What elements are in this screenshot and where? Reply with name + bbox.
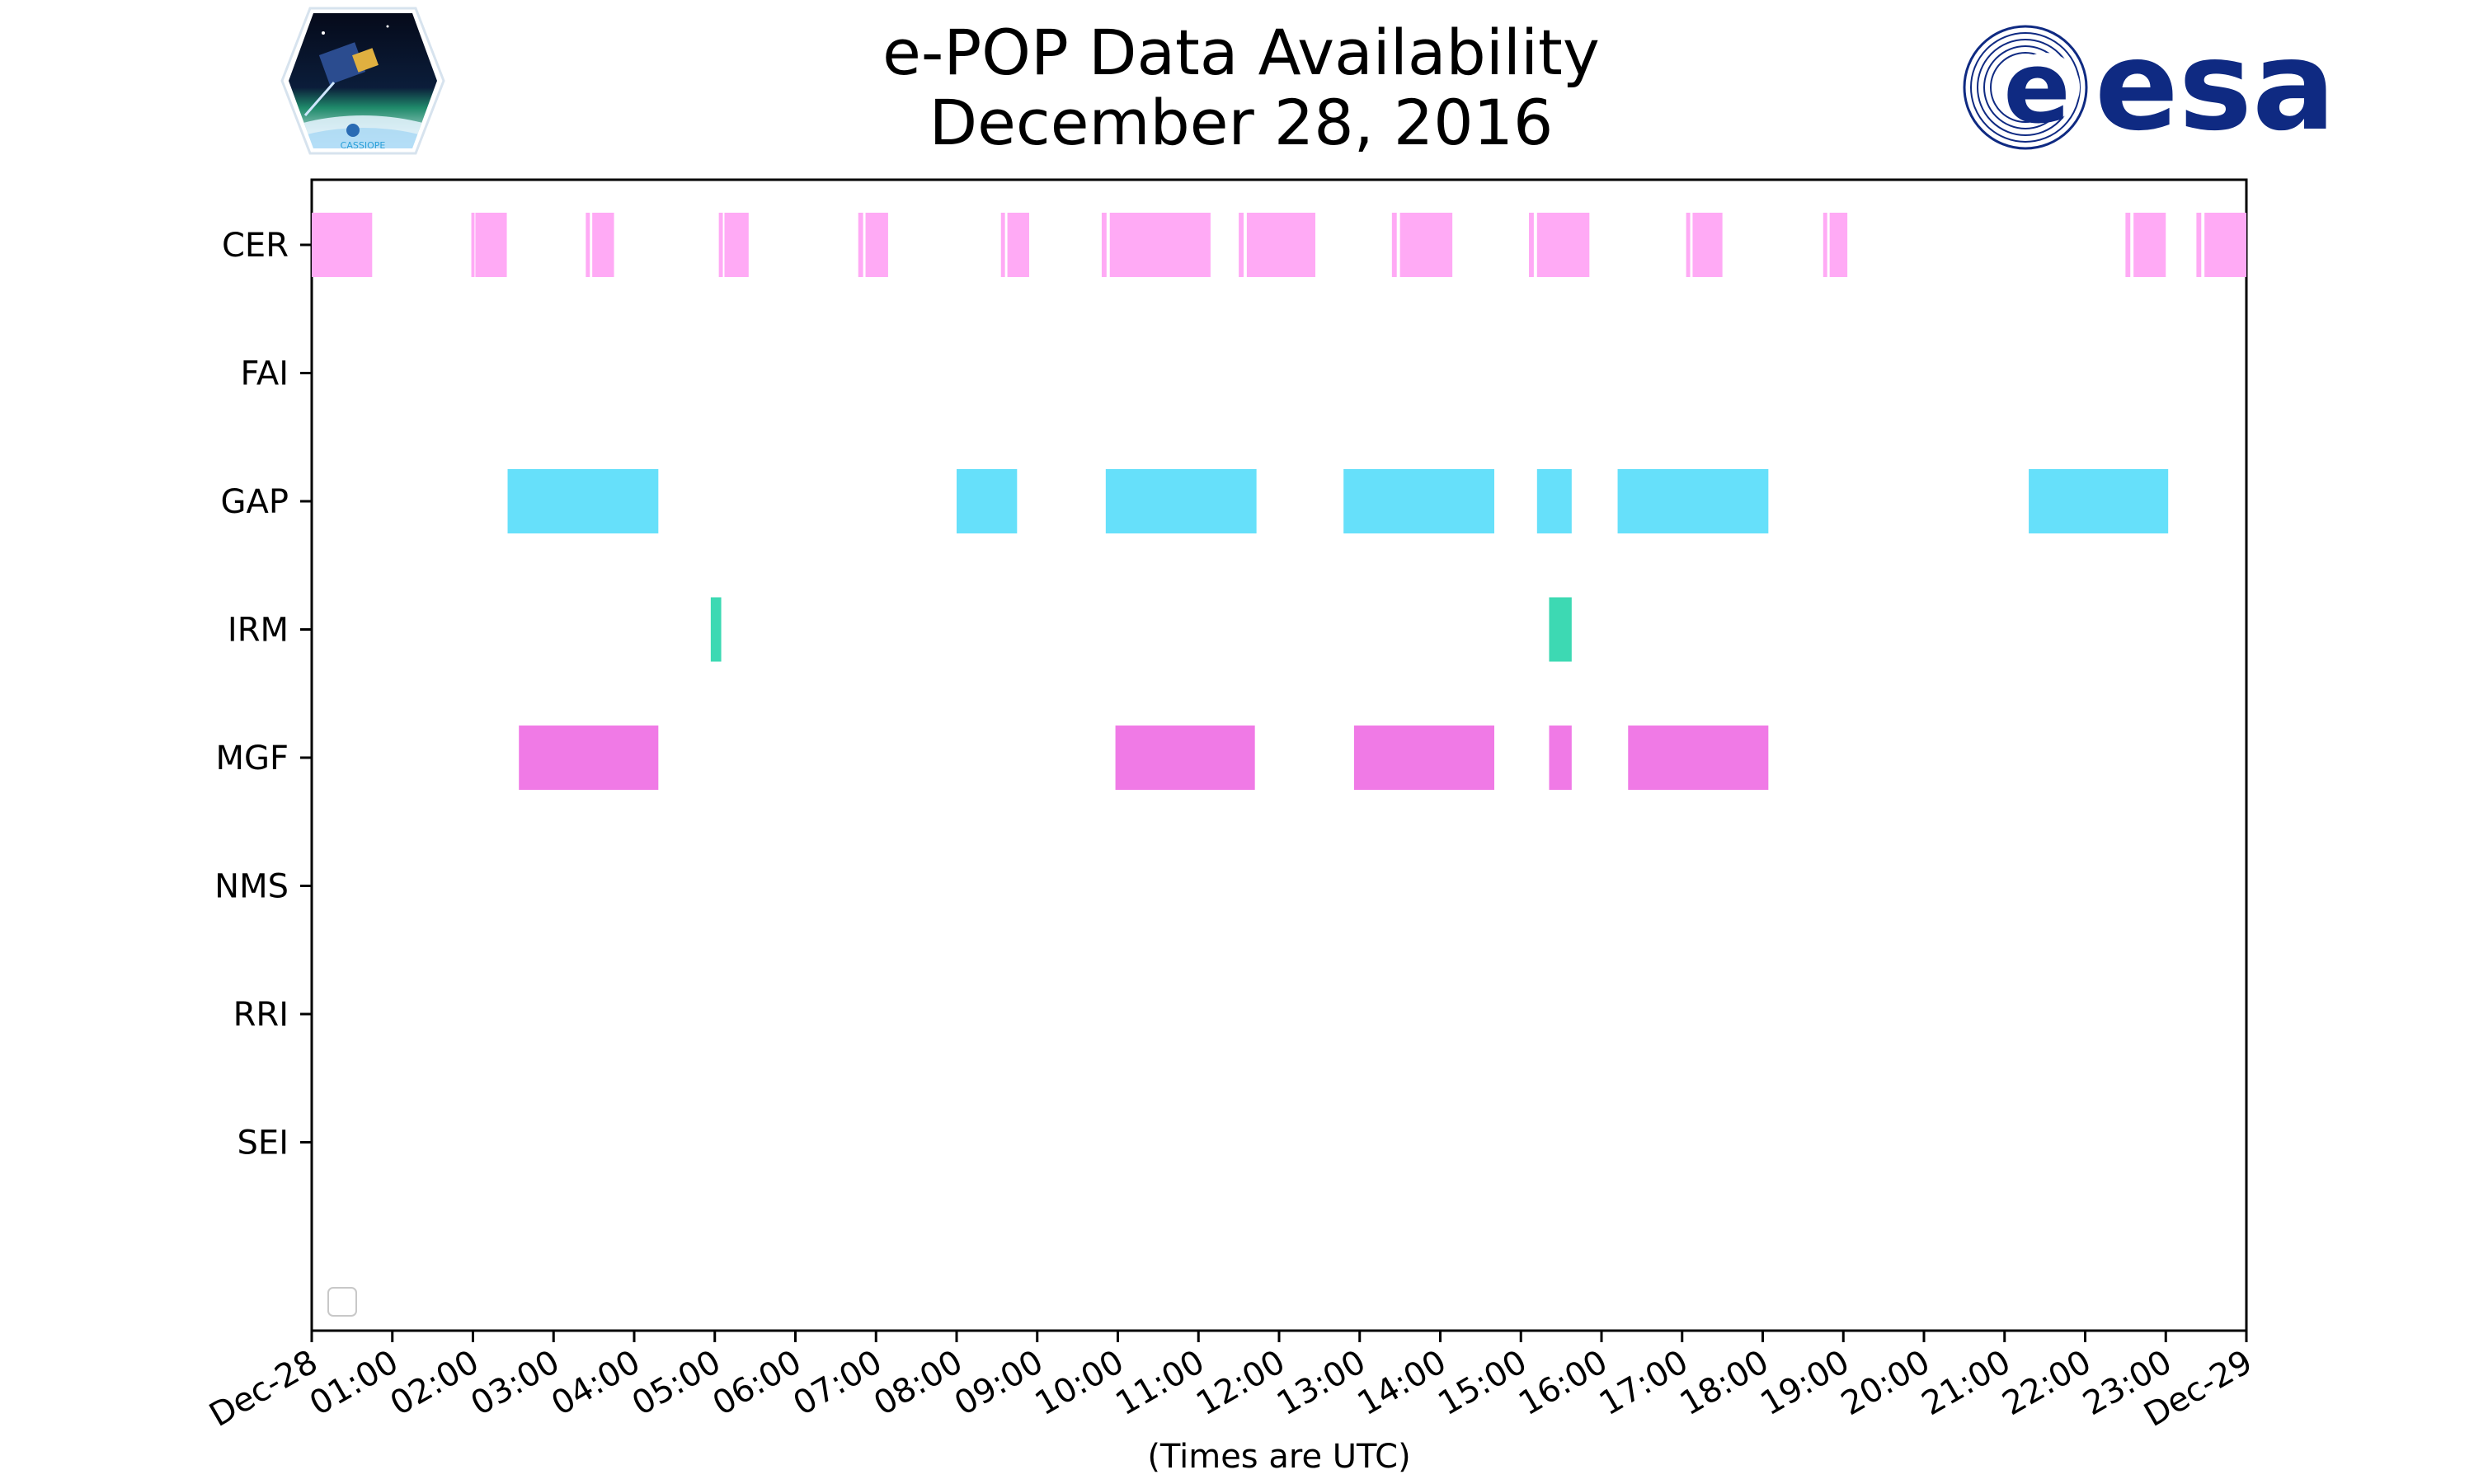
bar-cer-18 (1536, 213, 1590, 277)
bar-gap-4 (1536, 469, 1572, 533)
x-axis-label: (Times are UTC) (1147, 1438, 1410, 1476)
x-tick-label-15: 15:00 (1432, 1343, 1533, 1423)
bar-cer-20 (1692, 213, 1723, 277)
bar-cer-25 (2196, 213, 2202, 277)
bar-cer-22 (1829, 213, 1848, 277)
bar-cer-1 (471, 213, 475, 277)
y-tick-label-irm: IRM (228, 612, 289, 650)
x-tick-label-8: 08:00 (868, 1343, 969, 1423)
bar-cer-17 (1529, 213, 1534, 277)
bar-cer-14 (1246, 213, 1315, 277)
bar-cer-2 (475, 213, 507, 277)
bar-cer-16 (1399, 213, 1453, 277)
x-tick-label-11: 11:00 (1109, 1343, 1211, 1423)
bars (312, 213, 2246, 790)
x-tick-label-21: 21:00 (1916, 1343, 2017, 1423)
bar-cer-7 (858, 213, 863, 277)
x-axis: Dec-2801:0002:0003:0004:0005:0006:0007:0… (203, 1331, 2259, 1435)
bar-cer-24 (2133, 213, 2166, 277)
x-tick-label-5: 05:00 (626, 1343, 727, 1423)
bar-cer-5 (718, 213, 723, 277)
y-tick-label-rri: RRI (233, 996, 289, 1034)
bar-cer-23 (2125, 213, 2131, 277)
x-tick-label-10: 10:00 (1029, 1343, 1131, 1423)
bar-cer-0 (312, 213, 373, 277)
esa-globe-icon: e (1963, 25, 2088, 150)
bar-gap-6 (2029, 469, 2169, 533)
bar-gap-2 (1105, 469, 1257, 533)
x-tick-label-18: 18:00 (1674, 1343, 1776, 1423)
bar-cer-11 (1101, 213, 1107, 277)
bar-cer-13 (1239, 213, 1244, 277)
plot-area: CER FAI GAP IRM MGF NMS RRI SEI Dec-2801:0002:0… (203, 178, 2259, 1435)
bar-mgf-0 (519, 726, 659, 790)
svg-text:e: e (2003, 31, 2070, 146)
x-tick-label-7: 07:00 (787, 1343, 888, 1423)
bar-cer-4 (592, 213, 614, 277)
x-tick-label-19: 19:00 (1754, 1343, 1856, 1423)
bar-cer-19 (1686, 213, 1691, 277)
y-tick-label-gap: GAP (221, 483, 289, 521)
x-tick-label-14: 14:00 (1352, 1343, 1453, 1423)
bar-cer-26 (2204, 213, 2246, 277)
bar-cer-9 (1000, 213, 1005, 277)
cassiope-label: CASSIOPE (341, 140, 386, 151)
x-tick-label-4: 04:00 (545, 1343, 647, 1423)
bar-mgf-2 (1353, 726, 1494, 790)
bar-cer-3 (586, 213, 590, 277)
bar-mgf-1 (1115, 726, 1255, 790)
chart-subtitle: December 28, 2016 (929, 86, 1554, 159)
bar-irm-0 (710, 597, 722, 662)
y-tick-label-sei: SEI (238, 1125, 289, 1162)
bar-mgf-4 (1628, 726, 1769, 790)
x-tick-label-13: 13:00 (1271, 1343, 1372, 1423)
y-axis: CER FAI GAP IRM MGF NMS RRI SEI (214, 227, 312, 1162)
x-tick-label-22: 22:00 (1997, 1343, 2098, 1423)
bar-gap-5 (1617, 469, 1769, 533)
bar-cer-21 (1823, 213, 1827, 277)
legend-box (327, 1287, 357, 1317)
bar-cer-6 (724, 213, 749, 277)
chart-title: e-POP Data Availability (882, 16, 1600, 89)
bar-cer-12 (1109, 213, 1211, 277)
esa-logo: e esa (1963, 15, 2335, 158)
bar-gap-0 (507, 469, 659, 533)
x-tick-label-16: 16:00 (1512, 1343, 1614, 1423)
bar-mgf-3 (1549, 726, 1572, 790)
x-tick-label-20: 20:00 (1835, 1343, 1936, 1423)
x-tick-label-17: 17:00 (1593, 1343, 1695, 1423)
x-tick-label-2: 02:00 (384, 1343, 486, 1423)
esa-wordmark: esa (2095, 15, 2335, 158)
x-tick-label-6: 06:00 (707, 1343, 808, 1423)
bar-gap-3 (1343, 469, 1494, 533)
bar-cer-8 (865, 213, 888, 277)
x-tick-label-1: 01:00 (303, 1343, 405, 1423)
y-tick-label-mgf: MGF (215, 740, 289, 777)
bar-cer-15 (1391, 213, 1397, 277)
x-tick-label-3: 03:00 (464, 1343, 566, 1423)
cassiope-logo: CASSIOPE (280, 7, 445, 155)
y-tick-label-cer: CER (222, 227, 289, 265)
y-tick-label-nms: NMS (214, 868, 289, 906)
bar-cer-10 (1007, 213, 1029, 277)
x-tick-label-12: 12:00 (1190, 1343, 1291, 1423)
x-tick-label-9: 09:00 (948, 1343, 1050, 1423)
bar-irm-1 (1549, 597, 1572, 662)
y-tick-label-fai: FAI (241, 355, 289, 393)
bar-gap-1 (957, 469, 1018, 533)
